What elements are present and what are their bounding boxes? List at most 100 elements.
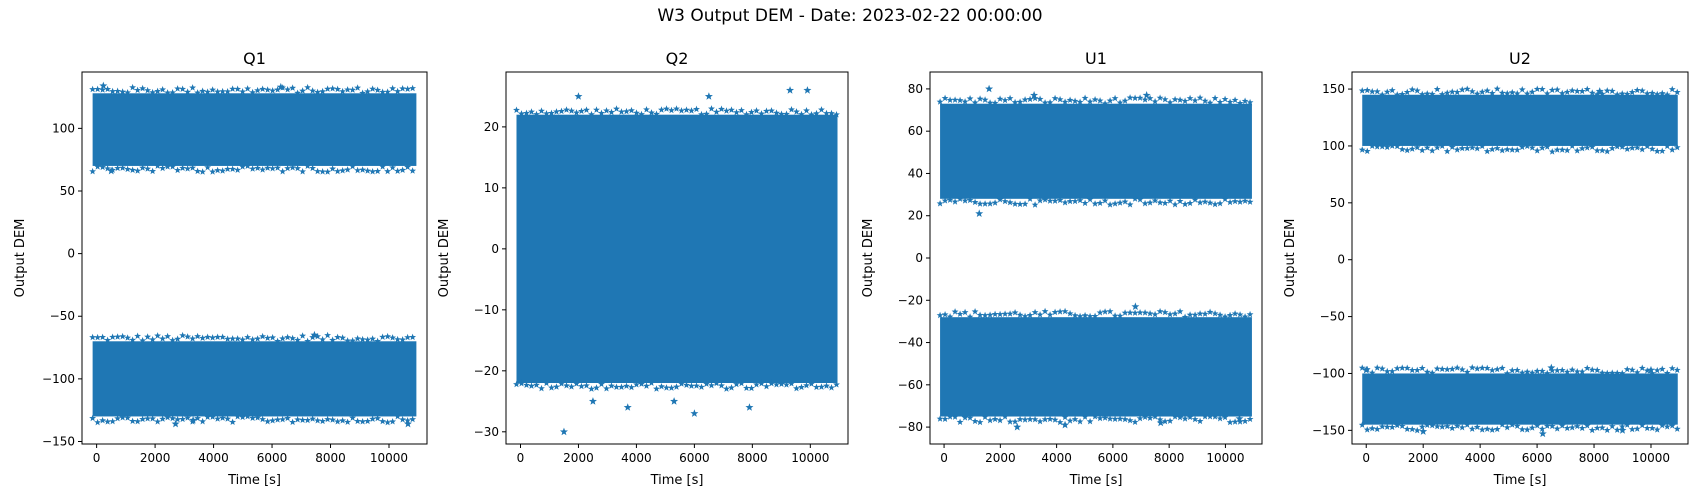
data-point bbox=[1231, 310, 1239, 317]
data-point bbox=[663, 105, 670, 112]
x-tick-label: 2000 bbox=[140, 451, 171, 465]
data-point bbox=[104, 336, 112, 344]
outlier-point bbox=[99, 81, 108, 90]
data-point bbox=[1006, 310, 1014, 317]
data-point bbox=[798, 110, 805, 118]
data-point bbox=[528, 108, 535, 115]
data-point bbox=[1006, 418, 1014, 425]
data-point bbox=[209, 168, 217, 175]
data-point bbox=[304, 416, 312, 424]
data-point bbox=[991, 99, 999, 106]
data-point bbox=[1533, 147, 1541, 154]
data-point bbox=[523, 109, 530, 117]
data-point bbox=[1176, 96, 1184, 103]
data-point bbox=[339, 87, 347, 95]
data-point bbox=[184, 88, 192, 95]
data-point bbox=[578, 382, 585, 390]
data-point bbox=[1563, 88, 1571, 95]
data-point bbox=[1588, 89, 1596, 96]
data-point bbox=[1628, 88, 1636, 96]
data-point bbox=[698, 383, 705, 390]
data-point bbox=[1373, 425, 1381, 433]
data-point bbox=[249, 414, 257, 422]
data-point bbox=[164, 163, 172, 170]
data-point bbox=[1201, 412, 1209, 420]
data-point bbox=[1453, 364, 1461, 371]
data-point bbox=[124, 165, 132, 173]
data-point bbox=[1618, 143, 1626, 150]
data-point bbox=[189, 84, 197, 91]
data-point bbox=[114, 414, 122, 422]
data-point bbox=[608, 382, 615, 389]
data-point bbox=[1508, 421, 1516, 428]
data-point bbox=[808, 380, 815, 387]
data-point bbox=[1593, 366, 1601, 374]
data-point bbox=[728, 106, 735, 113]
data-point bbox=[1473, 144, 1481, 152]
data-point bbox=[1493, 85, 1501, 92]
subplot-q2: Q2 Time [s] Output DEM 0 2000 4000 6000 8000… bbox=[437, 49, 849, 488]
data-point bbox=[1483, 364, 1491, 372]
data-point bbox=[1428, 90, 1436, 97]
data-point bbox=[284, 164, 292, 172]
data-point bbox=[578, 107, 585, 115]
data-point bbox=[1131, 309, 1139, 316]
data-point bbox=[1508, 146, 1516, 153]
data-point bbox=[1438, 142, 1446, 150]
data-point bbox=[703, 110, 710, 117]
outlier-point bbox=[1030, 91, 1039, 99]
data-point bbox=[294, 89, 302, 96]
data-point bbox=[204, 88, 212, 95]
data-point bbox=[1398, 422, 1406, 429]
data-point bbox=[344, 86, 352, 93]
data-point bbox=[753, 381, 760, 388]
data-point bbox=[996, 95, 1004, 102]
data-point bbox=[518, 110, 525, 117]
data-point bbox=[961, 308, 969, 316]
data-point bbox=[214, 166, 222, 174]
data-point bbox=[1001, 197, 1009, 205]
data-point bbox=[1051, 94, 1059, 102]
data-point bbox=[254, 335, 262, 342]
outlier-point bbox=[1419, 427, 1428, 435]
x-tick-label: 0 bbox=[940, 451, 948, 465]
data-point bbox=[1598, 90, 1606, 97]
data-point bbox=[1136, 195, 1144, 203]
data-point bbox=[134, 417, 142, 425]
outlier-point bbox=[404, 419, 412, 428]
data-point bbox=[1408, 86, 1416, 93]
data-point bbox=[1408, 425, 1416, 433]
data-point bbox=[1101, 414, 1109, 421]
data-point bbox=[324, 331, 332, 339]
data-point bbox=[1246, 98, 1254, 106]
data-point bbox=[94, 418, 102, 426]
tick-group: 0 2000 4000 6000 8000 10000 −80 −60 −40 −20 0 20 40 6… bbox=[898, 82, 1245, 465]
data-point bbox=[991, 415, 999, 423]
data-point bbox=[1121, 309, 1129, 316]
plot-data bbox=[936, 84, 1254, 431]
data-point bbox=[159, 415, 167, 422]
data-point bbox=[1658, 147, 1666, 154]
data-point bbox=[229, 85, 237, 92]
data-point bbox=[1016, 98, 1024, 105]
data-point bbox=[1453, 146, 1461, 153]
data-point bbox=[1503, 145, 1511, 153]
data-point bbox=[1216, 98, 1224, 106]
data-point bbox=[299, 87, 307, 94]
x-axis-label: Time [s] bbox=[1069, 473, 1123, 488]
data-point bbox=[1543, 143, 1551, 150]
data-point bbox=[1368, 142, 1376, 150]
data-point bbox=[1096, 414, 1104, 422]
data-point bbox=[1071, 97, 1079, 104]
data-point bbox=[1578, 424, 1586, 432]
data-point bbox=[1528, 88, 1536, 95]
data-point bbox=[399, 336, 407, 343]
data-point bbox=[1513, 89, 1521, 97]
data-point bbox=[558, 380, 565, 387]
data-point bbox=[174, 335, 182, 342]
data-point bbox=[324, 415, 332, 423]
data-point bbox=[129, 417, 137, 425]
data-point bbox=[1403, 88, 1411, 96]
data-point bbox=[184, 165, 192, 172]
data-point bbox=[941, 311, 949, 318]
